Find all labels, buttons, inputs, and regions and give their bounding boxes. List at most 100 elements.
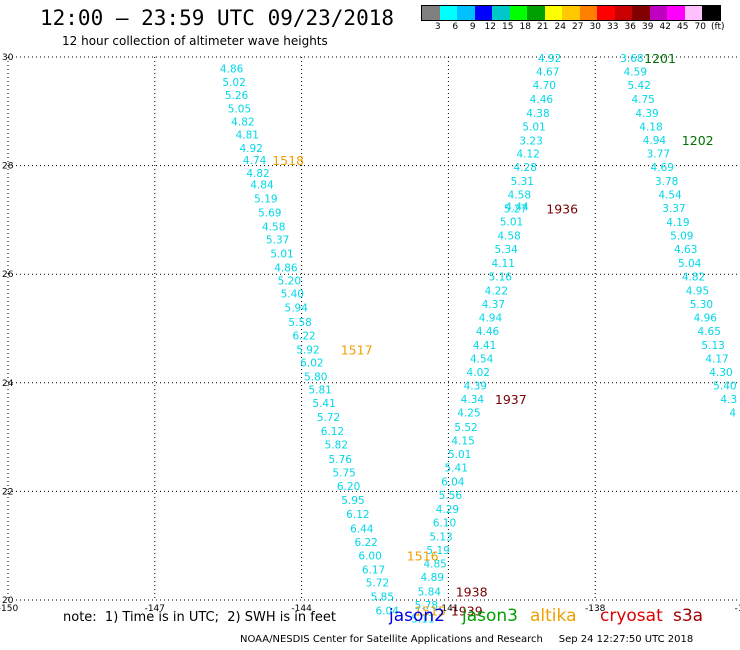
page-title: 12:00 – 23:59 UTC 09/23/2018 [40, 6, 395, 30]
wave-height-label: 4.63 [674, 244, 697, 256]
colorbar-label: (ft) [710, 22, 725, 32]
wave-height-label: 6.44 [350, 523, 374, 535]
wave-height-label: 5.78 [415, 600, 438, 612]
wave-height-label: 5.94 [285, 302, 309, 314]
wave-height-label: 5.52 [454, 422, 477, 434]
wave-height-label: 5.26 [225, 90, 249, 102]
wave-height-label: 4.46 [530, 94, 554, 106]
wave-height-label: 5.04 [678, 258, 702, 270]
wave-height-label: 5.84 [418, 586, 442, 598]
wave-height-label: 6.00 [358, 550, 381, 562]
colorbar-swatch [632, 6, 650, 20]
wave-height-label: 5.09 [670, 231, 693, 243]
colorbar-swatch [597, 6, 615, 20]
wave-height-label: 5.41 [312, 398, 335, 410]
wave-height-label: 4.58 [497, 231, 520, 243]
colorbar-swatch [702, 6, 720, 20]
pass-time-label: 1938 [456, 584, 488, 599]
wave-height-label: 5.40 [713, 381, 736, 393]
colorbar-swatch [492, 6, 510, 20]
wave-height-label: 3.77 [647, 149, 670, 161]
wave-height-label: 4.65 [698, 326, 721, 338]
wave-height-label: 4.69 [651, 162, 674, 174]
colorbar-label: 18 [519, 22, 531, 32]
wave-height-label: 5.58 [288, 317, 311, 329]
wave-height-label: 5.01 [270, 249, 293, 261]
pass-time-label: 1515 [414, 603, 446, 618]
wave-height-label: 4.96 [694, 313, 718, 325]
colorbar-swatch [509, 6, 527, 20]
colorbar-label: 27 [572, 22, 584, 32]
wave-height-label: 5.34 [494, 244, 518, 256]
colorbar-swatch [439, 6, 457, 20]
wave-height-label: 6.12 [321, 426, 344, 438]
wave-height-label: 4.39 [635, 108, 658, 120]
wave-height-label: 4.58 [508, 189, 531, 201]
wave-height-label: 3.23 [519, 136, 542, 148]
wave-height-label: 6.04 [441, 477, 465, 489]
colorbar-label: 15 [502, 22, 514, 32]
colorbar-label: 30 [589, 22, 601, 32]
wave-height-label: 4.11 [492, 258, 515, 270]
colorbar-swatch [649, 6, 667, 20]
wave-height-label: 5.69 [258, 207, 281, 219]
footer-note: note: 1) Time is in UTC; 2) SWH is in fe… [63, 610, 336, 625]
wave-height-label: 6.12 [346, 509, 369, 521]
wave-height-label: 4.59 [624, 67, 647, 79]
satellite-track: 4.92 4.674.70 4.46 4.38 5.01 3.234.124.28 5.31… [411, 53, 561, 625]
wave-height-label: 5.02 [222, 77, 245, 89]
wave-height-label: 5.01 [500, 217, 523, 229]
wave-height-label: 5.42 [628, 80, 651, 92]
wave-height-label: 4.39 [464, 381, 487, 393]
wave-height-label: 3.78 [655, 176, 678, 188]
wave-height-label: 4.67 [536, 67, 559, 79]
wave-height-label: 5.19 [254, 194, 277, 206]
wave-height-label: 4.92 [538, 53, 561, 65]
x-tick-label: -141 [438, 604, 458, 614]
y-tick-label: 22 [2, 487, 13, 497]
wave-height-label: 4.54 [470, 353, 494, 365]
wave-height-label: 6.20 [337, 481, 360, 493]
wave-height-label: 5.80 [304, 371, 327, 383]
colorbar-label: 42 [659, 22, 671, 32]
wave-height-label: 4.17 [705, 353, 728, 365]
wave-height-colorbar [421, 5, 721, 21]
wave-height-label: 4.28 [514, 162, 537, 174]
x-tick-label: -138 [585, 604, 606, 614]
wave-height-label: 4.82 [231, 117, 254, 129]
wave-height-label: 4.58 [262, 221, 285, 233]
wave-height-label: 4.19 [666, 217, 689, 229]
footer-credit: NOAA/NESDIS Center for Satellite Applica… [240, 634, 694, 645]
colorbar-label: 6 [452, 22, 459, 32]
x-tick-label: -144 [291, 604, 312, 614]
page-subtitle: 12 hour collection of altimeter wave hei… [62, 34, 328, 48]
wave-height-label: 5.27 [504, 203, 527, 215]
y-tick-label: 26 [2, 270, 14, 280]
wave-height-label: 4.44 [505, 201, 529, 213]
wave-height-label: 5.92 [296, 345, 319, 357]
wave-height-label: 4.12 [516, 149, 539, 161]
wave-height-label: 5.01 [448, 449, 471, 461]
pass-time-label: 1516 [407, 548, 439, 563]
wave-height-label: 5.01 [522, 122, 545, 134]
pass-time-label: 1518 [272, 153, 304, 168]
wave-height-label: 4.22 [485, 285, 508, 297]
wave-height-label: 6.22 [292, 331, 315, 343]
wave-height-label: 6.04 [376, 605, 400, 617]
wave-height-label: 4.82 [246, 168, 269, 180]
x-tick-label: -150 [0, 604, 18, 614]
wave-height-label: 5.95 [341, 495, 364, 507]
wave-height-label: 5.11 [411, 613, 434, 625]
y-tick-label: 24 [2, 379, 14, 389]
wave-height-label: 6.02 [300, 358, 323, 370]
wave-height-label: 4.94 [479, 313, 503, 325]
wave-height-label: 4.85 [423, 559, 446, 571]
wave-height-label: 4.84 [250, 180, 274, 192]
wave-height-label: 5.41 [445, 463, 468, 475]
y-tick-label: 30 [2, 53, 14, 63]
wave-height-label: 4.18 [639, 122, 662, 134]
wave-height-label: 4.46 [476, 326, 500, 338]
y-tick-label: 28 [2, 162, 14, 172]
wave-height-label: 5.56 [439, 490, 463, 502]
